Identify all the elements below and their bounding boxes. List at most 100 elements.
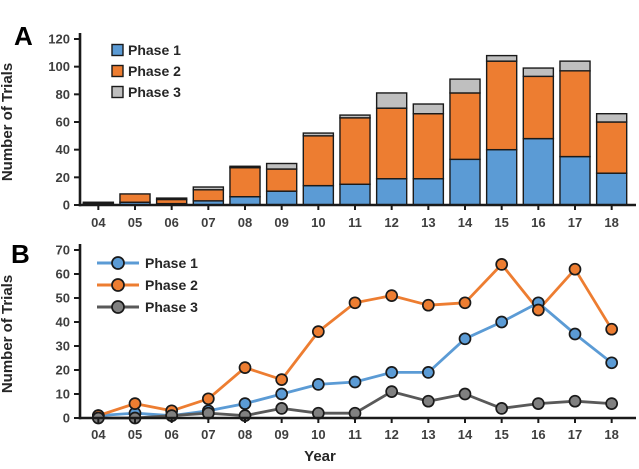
legend-label: Phase 2 — [128, 63, 181, 79]
x-tick-label: 14 — [458, 215, 473, 230]
bar-segment-phase-3-18 — [595, 112, 628, 123]
x-tick-label: 15 — [494, 427, 508, 442]
x-axis-title: Year — [304, 448, 336, 465]
bar-segment-phase-3-15 — [485, 54, 518, 62]
legend-swatch-phase-1 — [111, 43, 124, 57]
x-tick-label: 13 — [421, 215, 435, 230]
bar-segment-phase-1-10 — [302, 184, 335, 206]
y-tick-label: 100 — [48, 59, 70, 74]
data-point-phase-1-18 — [605, 356, 619, 370]
x-tick-label: 06 — [164, 215, 178, 230]
y-tick-label: 10 — [56, 387, 70, 402]
x-tick-label: 05 — [128, 427, 142, 442]
legend-label: Phase 1 — [128, 42, 181, 58]
data-point-phase-1-08 — [238, 397, 252, 410]
data-point-phase-3-17 — [568, 394, 582, 408]
y-tick-label: 60 — [56, 115, 70, 130]
panel-letter-b: B — [11, 239, 30, 269]
bar-segment-phase-3-07 — [192, 186, 225, 191]
bar-segment-phase-2-10 — [302, 135, 335, 187]
data-point-phase-2-15 — [495, 258, 509, 271]
data-point-phase-3-12 — [385, 385, 399, 398]
x-tick-label: 10 — [311, 427, 325, 442]
bar-segment-phase-1-11 — [339, 183, 371, 206]
bar-segment-phase-2-15 — [485, 60, 518, 151]
data-point-phase-3-13 — [421, 394, 435, 408]
x-tick-label: 04 — [91, 215, 106, 230]
y-tick-label: 30 — [56, 339, 70, 354]
panel-letter-a: A — [14, 21, 33, 51]
data-point-phase-1-17 — [568, 327, 582, 341]
data-point-phase-2-13 — [421, 298, 435, 312]
bar-segment-phase-3-08 — [229, 165, 261, 169]
legend-marker-phase-3 — [111, 300, 125, 314]
data-point-phase-1-15 — [495, 315, 509, 329]
data-point-phase-2-05 — [128, 397, 142, 410]
x-tick-label: 17 — [568, 215, 582, 230]
legend-label: Phase 1 — [145, 255, 198, 271]
x-tick-label: 18 — [604, 215, 618, 230]
data-point-phase-1-11 — [348, 375, 362, 389]
bar-segment-phase-1-14 — [449, 158, 481, 206]
data-point-phase-2-08 — [238, 361, 252, 374]
x-tick-label: 07 — [201, 427, 215, 442]
data-point-phase-2-14 — [458, 296, 472, 310]
y-tick-label: 120 — [48, 32, 70, 47]
bar-segment-phase-3-11 — [339, 114, 371, 119]
bar-segment-phase-2-09 — [265, 168, 298, 192]
x-tick-label: 06 — [164, 427, 178, 442]
bar-segment-phase-1-16 — [522, 137, 555, 206]
data-point-phase-1-13 — [421, 366, 435, 379]
data-point-phase-1-09 — [275, 387, 289, 401]
bar-segment-phase-2-18 — [595, 121, 628, 174]
x-tick-label: 16 — [531, 215, 545, 230]
bar-segment-phase-2-14 — [449, 92, 481, 161]
data-point-phase-2-17 — [568, 262, 582, 276]
bar-segment-phase-3-10 — [302, 132, 335, 137]
bar-segment-phase-3-06 — [155, 197, 188, 201]
x-tick-label: 04 — [91, 427, 106, 442]
bar-segment-phase-1-09 — [265, 190, 298, 206]
data-point-phase-3-14 — [458, 387, 472, 401]
y-tick-label: 50 — [56, 291, 70, 306]
data-point-phase-2-16 — [531, 303, 545, 317]
bar-segment-phase-3-09 — [265, 162, 298, 170]
x-tick-label: 18 — [604, 427, 618, 442]
data-point-phase-2-09 — [275, 373, 289, 386]
data-point-phase-2-18 — [605, 322, 619, 336]
x-tick-label: 08 — [238, 427, 252, 442]
bar-segment-phase-3-17 — [559, 60, 591, 72]
data-point-phase-2-07 — [201, 392, 215, 406]
data-point-phase-1-12 — [385, 366, 399, 379]
x-tick-label: 10 — [311, 215, 325, 230]
bar-segment-phase-3-14 — [449, 78, 481, 94]
data-point-phase-2-11 — [348, 296, 362, 310]
legend-label: Phase 3 — [145, 299, 198, 315]
x-tick-label: 13 — [421, 427, 435, 442]
bar-segment-phase-3-16 — [522, 67, 555, 78]
y-tick-label: 40 — [56, 142, 70, 157]
bar-segment-phase-3-12 — [375, 92, 408, 109]
x-tick-label: 11 — [348, 215, 362, 230]
bar-segment-phase-1-17 — [559, 155, 591, 206]
bar-segment-phase-2-08 — [229, 166, 261, 198]
data-point-phase-2-10 — [311, 325, 325, 338]
y-tick-label: 20 — [56, 363, 70, 378]
bar-segment-phase-2-16 — [522, 75, 555, 140]
x-tick-label: 12 — [384, 215, 398, 230]
data-point-phase-1-10 — [311, 378, 325, 391]
y-tick-label: 40 — [56, 315, 70, 330]
data-point-phase-1-14 — [458, 332, 472, 346]
bar-segment-phase-1-15 — [485, 148, 518, 206]
bar-segment-phase-1-13 — [412, 178, 445, 206]
bar-segment-phase-2-13 — [412, 112, 445, 180]
bar-segment-phase-2-04 — [82, 201, 115, 205]
bar-segment-phase-2-12 — [375, 107, 408, 180]
bar-segment-phase-2-05 — [119, 193, 151, 203]
legend-marker-phase-2 — [111, 278, 125, 292]
x-tick-label: 08 — [238, 215, 252, 230]
data-point-phase-2-12 — [385, 289, 399, 302]
y-tick-label: 80 — [56, 87, 70, 102]
